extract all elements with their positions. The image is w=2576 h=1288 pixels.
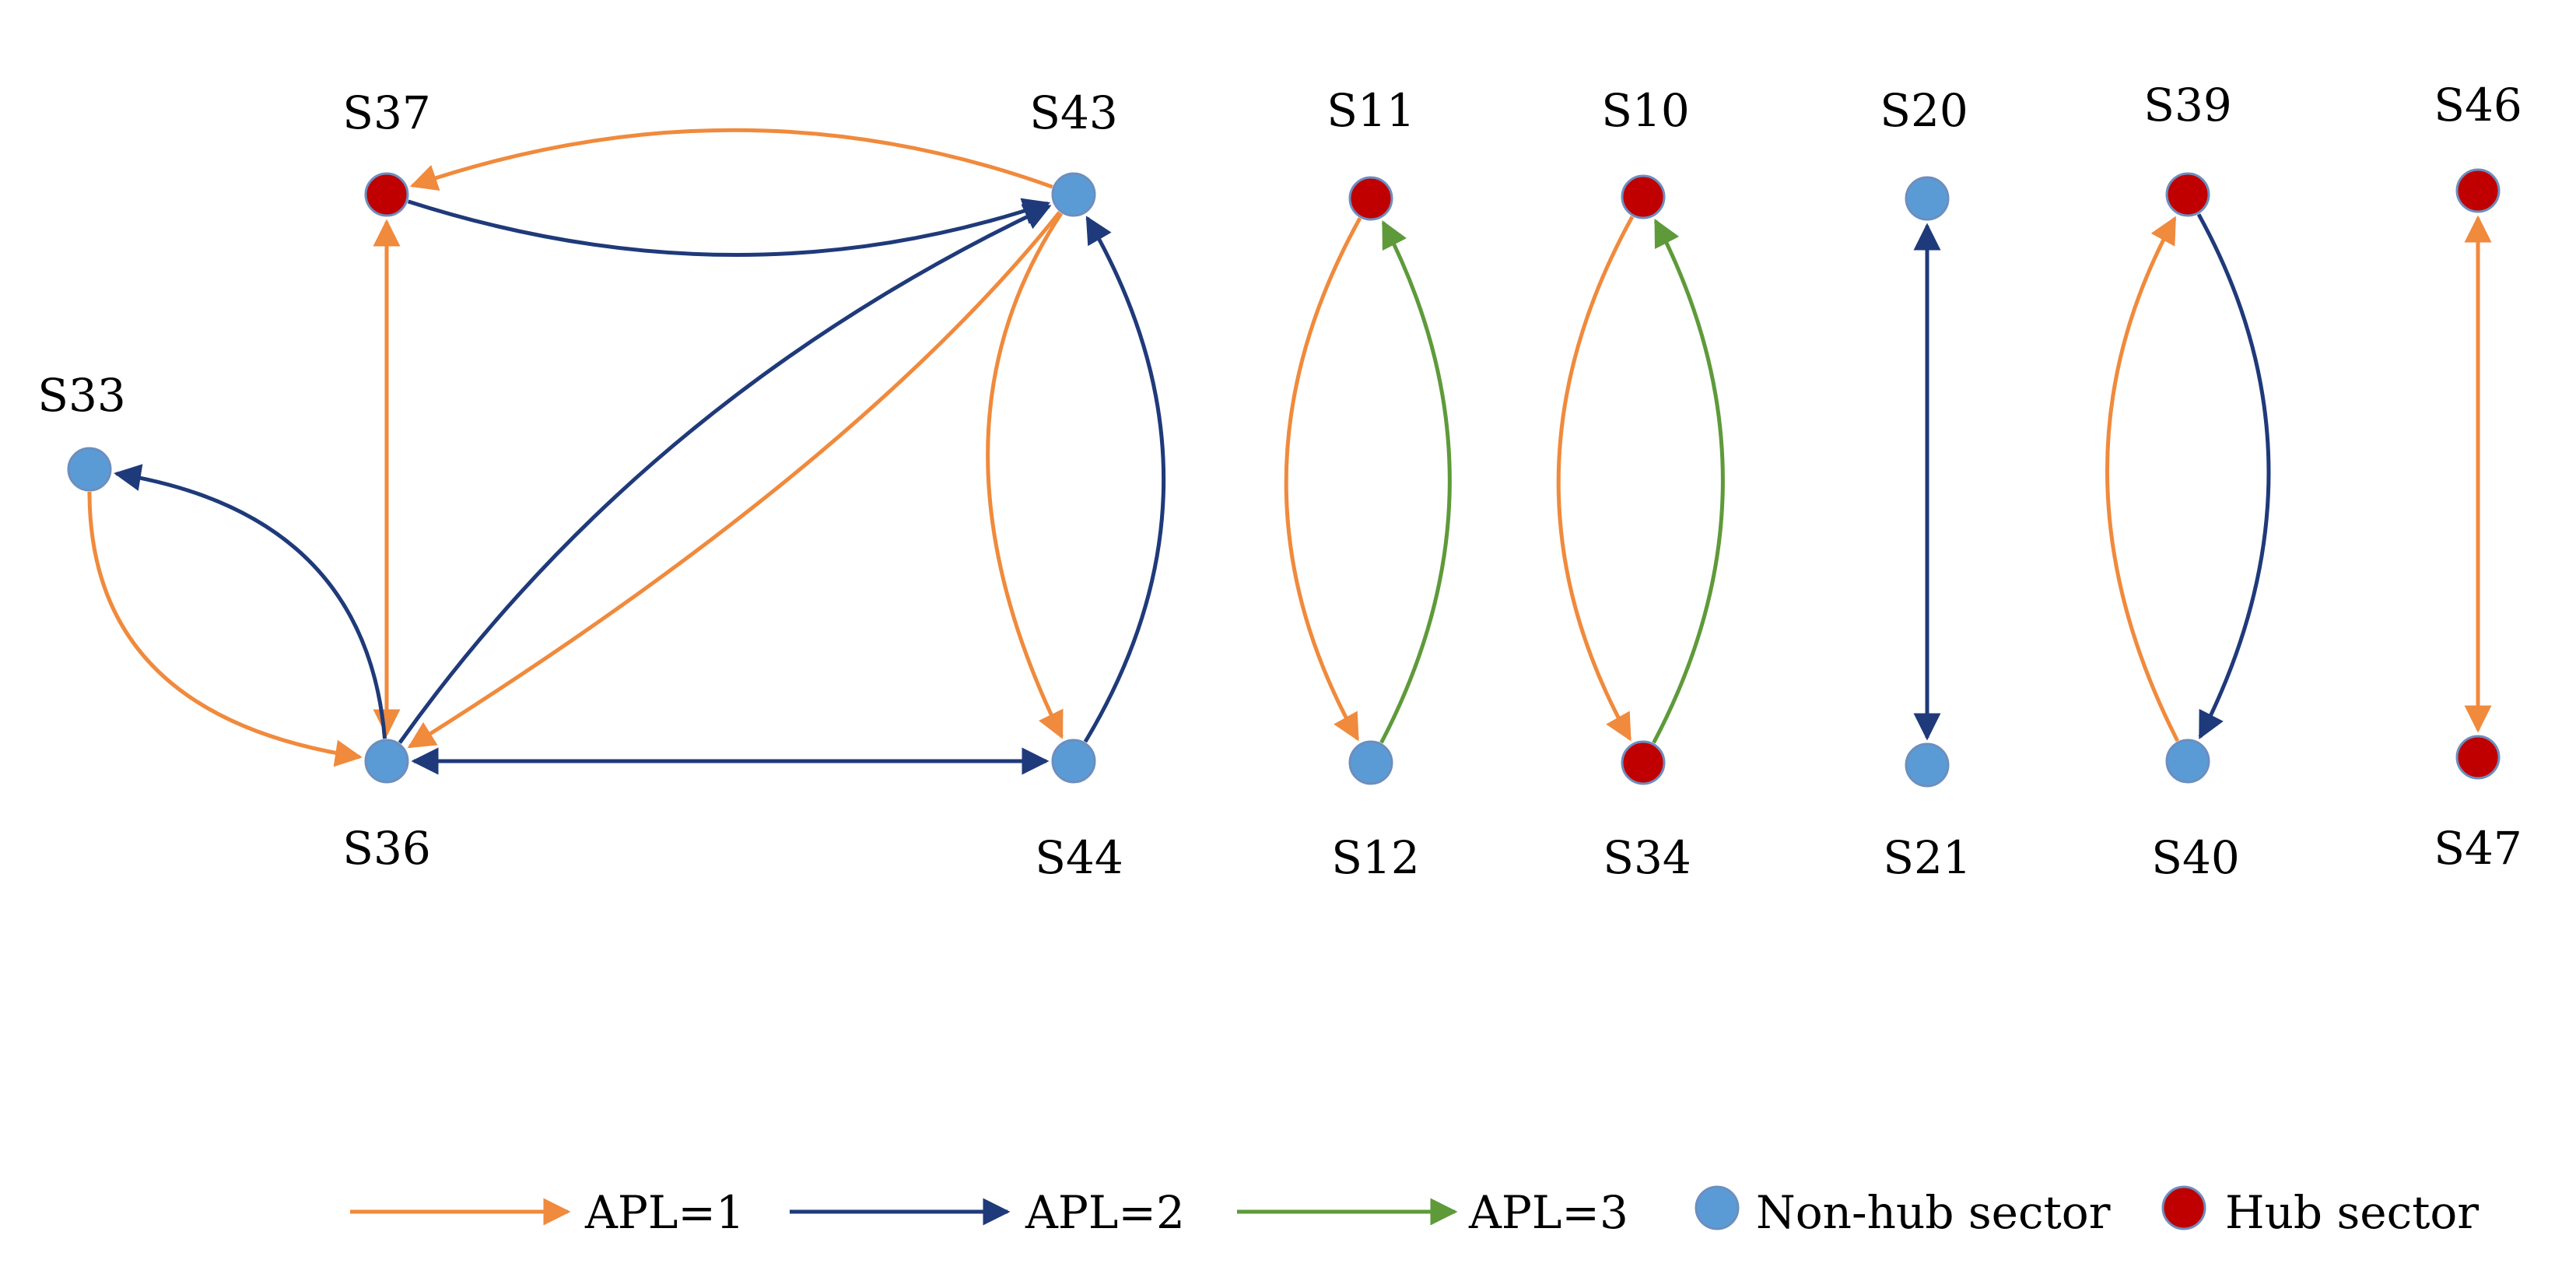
node-label-s43: S43 xyxy=(1029,86,1118,139)
edge-s39-s40 xyxy=(2196,213,2271,739)
node-label-s39: S39 xyxy=(2143,79,2232,132)
node-label-s37: S37 xyxy=(342,86,431,139)
node-s36 xyxy=(364,739,409,784)
edge-s43-s36 xyxy=(407,211,1061,749)
edge-s40-s39 xyxy=(2105,216,2180,742)
node-s34 xyxy=(1621,740,1666,785)
edge-s10-s34 xyxy=(1556,216,1635,742)
edge-s36-s43 xyxy=(398,204,1052,744)
node-s21 xyxy=(1905,742,1950,788)
legend-apl2-label: APL=2 xyxy=(1025,1186,1185,1239)
legend-apl1-label: APL=1 xyxy=(584,1186,745,1239)
edge-s37-s43 xyxy=(407,198,1051,258)
node-label-s47: S47 xyxy=(2434,822,2522,875)
edge-s12-s11 xyxy=(1379,220,1452,744)
node-label-s33: S33 xyxy=(37,369,126,422)
node-s47 xyxy=(2455,735,2501,780)
node-label-s20: S20 xyxy=(1880,84,1968,137)
node-s46 xyxy=(2455,168,2501,213)
node-label-s12: S12 xyxy=(1331,831,1420,884)
legend-hub-label: Hub sector xyxy=(2225,1186,2479,1239)
legend-item-non-hub: Non-hub sector xyxy=(1695,1185,2111,1239)
node-s33 xyxy=(67,447,112,492)
nodes-layer xyxy=(67,168,2501,788)
node-s40 xyxy=(2165,739,2210,784)
edge-s36-s33 xyxy=(114,464,387,739)
edge-s43-s44 xyxy=(986,212,1064,739)
node-s44 xyxy=(1051,739,1096,784)
legend-hub-marker xyxy=(2161,1185,2206,1230)
node-s11 xyxy=(1348,176,1393,221)
edge-s43-s37 xyxy=(409,128,1053,191)
legend-item-hub: Hub sector xyxy=(2161,1185,2479,1239)
edge-s11-s12 xyxy=(1284,217,1362,742)
node-label-s10: S10 xyxy=(1601,84,1690,137)
node-s39 xyxy=(2165,172,2210,217)
node-s43 xyxy=(1051,172,1096,217)
node-label-s40: S40 xyxy=(2151,831,2240,884)
legend-non-hub-label: Non-hub sector xyxy=(1756,1186,2111,1239)
legend: APL=1 APL=2 APL=3 Non-hub sector Hub sec… xyxy=(350,1185,2479,1239)
edge-s34-s10 xyxy=(1652,218,1725,744)
legend-apl3-label: APL=3 xyxy=(1468,1186,1628,1239)
edge-s33-s36 xyxy=(87,491,363,767)
node-s12 xyxy=(1348,740,1393,785)
labels-layer: S37 S43 S33 S36 S44 S11 S12 S10 S34 S20 S21 S39 S40 S… xyxy=(37,79,2522,884)
node-s37 xyxy=(364,172,409,217)
node-label-s44: S44 xyxy=(1035,831,1123,884)
node-label-s11: S11 xyxy=(1327,84,1415,137)
legend-item-apl3: APL=3 xyxy=(1237,1186,1628,1239)
legend-item-apl2: APL=2 xyxy=(790,1186,1185,1239)
node-label-s36: S36 xyxy=(342,822,431,875)
legend-non-hub-marker xyxy=(1695,1185,1740,1230)
edge-s44-s43 xyxy=(1083,216,1166,743)
edges-layer xyxy=(87,128,2492,775)
legend-item-apl1: APL=1 xyxy=(350,1186,745,1239)
node-label-s21: S21 xyxy=(1883,831,1971,884)
node-label-s46: S46 xyxy=(2434,79,2522,132)
node-s10 xyxy=(1621,174,1666,219)
node-s20 xyxy=(1905,176,1950,221)
node-label-s34: S34 xyxy=(1603,831,1691,884)
